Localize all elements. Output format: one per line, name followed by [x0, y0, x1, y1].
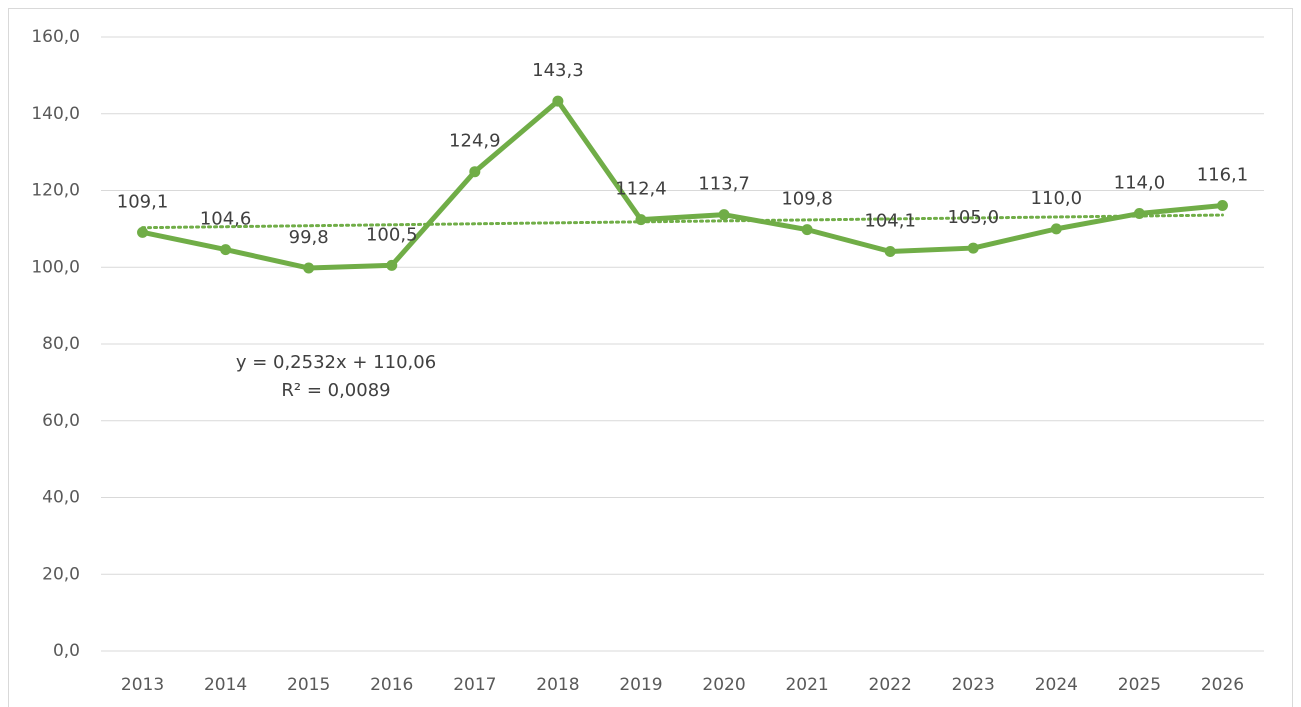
y-tick-label: 140,0: [31, 104, 80, 124]
data-label: 109,1: [117, 191, 169, 212]
trendline: [141, 213, 1224, 230]
data-point: [1216, 199, 1228, 211]
x-tick-label: 2021: [785, 675, 828, 695]
data-label: 109,8: [781, 189, 833, 210]
y-tick-label: 80,0: [42, 334, 80, 354]
data-label: 113,7: [698, 174, 750, 195]
trend-r-squared: R² = 0,0089: [281, 380, 390, 401]
x-tick-label: 2018: [536, 675, 579, 695]
data-point: [469, 166, 481, 178]
data-label: 112,4: [615, 179, 667, 200]
data-line: [142, 98, 1223, 271]
data-label: 124,9: [449, 131, 501, 152]
data-point: [303, 262, 315, 274]
x-tick-label: 2025: [1118, 675, 1161, 695]
data-label: 104,6: [200, 209, 252, 230]
data-point: [801, 224, 813, 236]
x-tick-label: 2024: [1035, 675, 1078, 695]
y-tick-label: 40,0: [42, 488, 80, 508]
data-point: [967, 242, 979, 254]
y-tick-label: 100,0: [31, 257, 80, 277]
data-label: 100,5: [366, 224, 418, 245]
y-tick-label: 0,0: [53, 641, 80, 661]
x-tick-label: 2015: [287, 675, 330, 695]
data-point: [386, 259, 398, 271]
x-tick-label: 2019: [619, 675, 662, 695]
data-point: [552, 95, 564, 107]
trend-equation: y = 0,2532x + 110,06: [236, 352, 436, 373]
y-tick-label: 120,0: [31, 181, 80, 201]
data-point: [1133, 208, 1145, 220]
data-label: 116,1: [1197, 164, 1249, 185]
data-label: 143,3: [532, 60, 584, 81]
data-point: [1050, 223, 1062, 235]
x-tick-label: 2013: [121, 675, 164, 695]
data-label: 110,0: [1031, 188, 1083, 209]
data-label: 114,0: [1114, 173, 1166, 194]
y-tick-label: 60,0: [42, 411, 80, 431]
chart-border: [8, 8, 1293, 707]
x-tick-label: 2016: [370, 675, 413, 695]
data-point: [884, 246, 896, 258]
x-tick-label: 2023: [952, 675, 995, 695]
x-tick-label: 2026: [1201, 675, 1244, 695]
data-point: [137, 226, 149, 238]
x-tick-label: 2020: [702, 675, 745, 695]
x-tick-label: 2014: [204, 675, 247, 695]
data-label: 104,1: [864, 211, 916, 232]
data-point: [635, 214, 647, 226]
y-tick-label: 160,0: [31, 27, 80, 47]
data-label: 99,8: [289, 227, 329, 248]
x-tick-label: 2022: [869, 675, 912, 695]
y-tick-label: 20,0: [42, 564, 80, 584]
x-tick-label: 2017: [453, 675, 496, 695]
data-point: [718, 209, 730, 221]
data-point: [220, 244, 232, 256]
data-label: 105,0: [947, 207, 999, 228]
